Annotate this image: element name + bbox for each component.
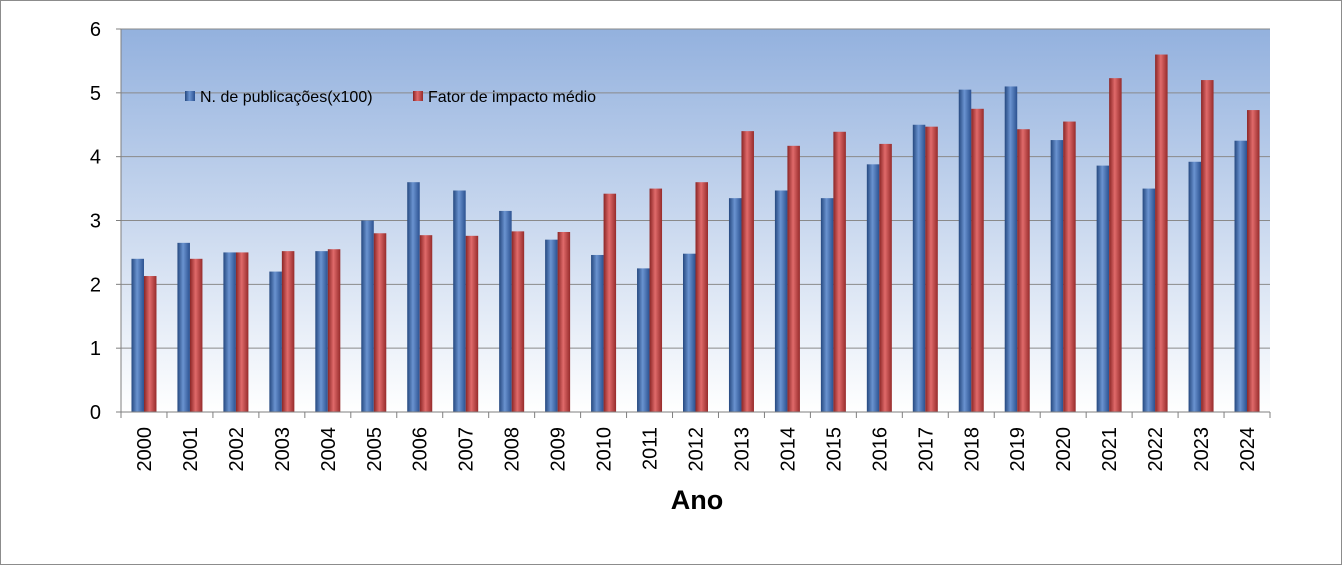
y-tick-label: 1 — [90, 338, 101, 360]
x-tick-label: 2001 — [180, 427, 202, 472]
legend-label-publicacoes: N. de publicações(x100) — [200, 89, 373, 106]
bar-publicacoes-2019 — [1004, 86, 1018, 412]
bar-fator-impacto-2019 — [1017, 129, 1030, 413]
bar-publicacoes-2011 — [637, 268, 650, 412]
bar-fator-impacto-2000 — [143, 276, 157, 412]
x-tick-label: 2006 — [410, 427, 432, 472]
bar-fator-impacto-2002 — [235, 252, 249, 412]
bar-fator-impacto-2008 — [511, 231, 525, 412]
bar-publicacoes-2004 — [315, 251, 328, 412]
x-tick-label: 2021 — [1099, 427, 1121, 472]
x-tick-label: 2016 — [869, 427, 891, 472]
bar-publicacoes-2021 — [1096, 165, 1110, 412]
x-tick-label: 2004 — [318, 427, 340, 472]
legend-label-fator-impacto: Fator de impacto médio — [428, 89, 596, 106]
bar-fator-impacto-2013 — [741, 131, 754, 412]
bar-publicacoes-2002 — [223, 252, 236, 412]
bar-publicacoes-2024 — [1234, 140, 1248, 413]
bar-publicacoes-2010 — [591, 254, 604, 412]
bar-publicacoes-2012 — [683, 253, 696, 412]
bar-fator-impacto-2009 — [557, 231, 571, 412]
bar-fator-impacto-2022 — [1155, 54, 1168, 413]
bar-publicacoes-2003 — [269, 271, 282, 412]
bar-fator-impacto-2023 — [1201, 80, 1214, 413]
bar-publicacoes-2000 — [131, 258, 144, 412]
y-tick-label: 6 — [90, 19, 101, 41]
bar-publicacoes-2008 — [499, 210, 512, 412]
y-tick-label: 2 — [90, 274, 101, 296]
bar-fator-impacto-2015 — [833, 131, 846, 412]
x-tick-label: 2018 — [961, 427, 983, 472]
x-tick-label: 2015 — [823, 427, 845, 472]
bar-publicacoes-2007 — [453, 190, 466, 412]
bar-publicacoes-2022 — [1142, 188, 1156, 412]
bar-fator-impacto-2021 — [1109, 78, 1122, 412]
bar-publicacoes-2017 — [912, 124, 926, 412]
x-tick-label: 2023 — [1191, 427, 1213, 472]
x-tick-label: 2012 — [686, 427, 708, 472]
bar-publicacoes-2023 — [1188, 161, 1202, 412]
bar-fator-impacto-2005 — [373, 233, 387, 412]
bar-fator-impacto-2001 — [189, 258, 203, 412]
legend-swatch-publicacoes — [185, 91, 195, 101]
x-tick-label: 2013 — [731, 427, 753, 472]
bar-fator-impacto-2016 — [879, 143, 892, 412]
bar-publicacoes-2015 — [820, 198, 834, 412]
bar-publicacoes-2009 — [545, 239, 558, 412]
bar-fator-impacto-2004 — [327, 249, 341, 412]
bar-fator-impacto-2007 — [465, 235, 479, 412]
bar-fator-impacto-2018 — [971, 108, 984, 413]
y-tick-label: 4 — [90, 147, 101, 169]
y-tick-label: 5 — [90, 83, 101, 105]
bar-fator-impacto-2017 — [925, 126, 938, 412]
x-tick-label: 2020 — [1053, 427, 1075, 472]
bar-publicacoes-2001 — [177, 242, 190, 412]
x-tick-label: 2024 — [1237, 427, 1259, 472]
x-tick-label: 2017 — [915, 427, 937, 472]
bar-publicacoes-2014 — [774, 190, 788, 412]
bar-fator-impacto-2011 — [649, 188, 663, 412]
x-tick-label: 2008 — [502, 427, 524, 472]
x-tick-label: 2002 — [226, 427, 248, 472]
bar-publicacoes-2006 — [407, 182, 420, 412]
x-tick-label: 2003 — [272, 427, 294, 472]
bar-publicacoes-2016 — [866, 164, 880, 412]
x-tick-label: 2009 — [548, 427, 570, 472]
bar-fator-impacto-2014 — [787, 145, 800, 412]
x-tick-label: 2014 — [777, 427, 799, 472]
bar-publicacoes-2018 — [958, 89, 972, 413]
x-tick-label: 2011 — [640, 427, 662, 470]
x-axis-title: Ano — [671, 485, 723, 515]
bar-publicacoes-2005 — [361, 220, 374, 412]
bar-fator-impacto-2003 — [281, 251, 295, 412]
x-tick-label: 2010 — [594, 427, 616, 472]
x-tick-label: 2007 — [456, 427, 478, 472]
bar-fator-impacto-2010 — [603, 193, 617, 412]
x-tick-label: 2005 — [364, 427, 386, 472]
bar-publicacoes-2013 — [728, 198, 742, 412]
bar-fator-impacto-2024 — [1247, 110, 1260, 413]
bar-fator-impacto-2012 — [695, 182, 708, 412]
x-tick-label: 2022 — [1145, 427, 1167, 472]
x-tick-label: 2000 — [134, 427, 156, 472]
x-tick-label: 2019 — [1007, 427, 1029, 472]
bar-publicacoes-2020 — [1050, 140, 1064, 412]
y-tick-label: 3 — [90, 211, 101, 233]
bar-fator-impacto-2020 — [1063, 121, 1076, 412]
y-tick-label: 0 — [90, 402, 101, 424]
bar-fator-impacto-2006 — [419, 235, 433, 412]
legend-swatch-fator-impacto — [413, 91, 423, 101]
